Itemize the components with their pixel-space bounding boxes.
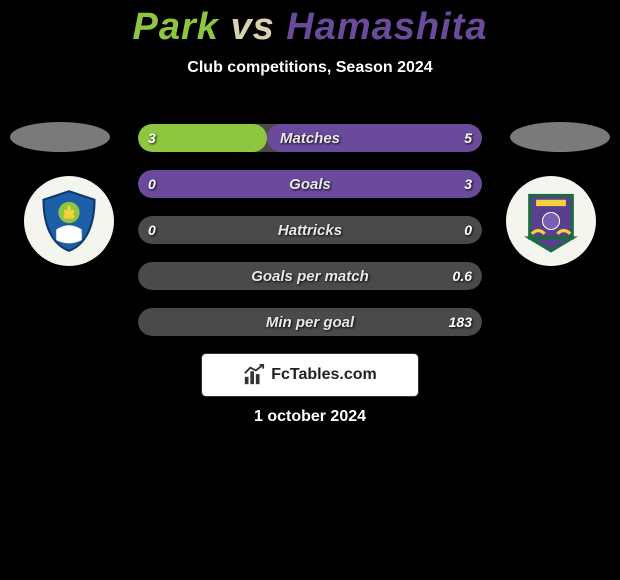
stat-label: Goals [138, 170, 482, 198]
bar-chart-icon [243, 364, 265, 386]
stat-row: 00Hattricks [138, 216, 482, 244]
stat-row: 03Goals [138, 170, 482, 198]
stat-label: Goals per match [138, 262, 482, 290]
page-title: Park vs Hamashita [0, 0, 620, 49]
player-right-name: Hamashita [286, 6, 487, 48]
oval-right [510, 122, 610, 152]
stat-row: 183Min per goal [138, 308, 482, 336]
team-badge-left [24, 176, 114, 266]
comparison-card: Park vs Hamashita Club competitions, Sea… [0, 0, 620, 580]
brand-attribution[interactable]: FcTables.com [202, 354, 418, 396]
footer-date: 1 october 2024 [0, 408, 620, 426]
player-left-name: Park [132, 6, 218, 48]
stats-panel: 35Matches 03Goals 00Hattricks 0.6Goals per … [138, 124, 482, 354]
shield-icon [35, 187, 103, 255]
stat-label: Matches [138, 124, 482, 152]
stat-row: 35Matches [138, 124, 482, 152]
stat-label: Hattricks [138, 216, 482, 244]
subtitle: Club competitions, Season 2024 [0, 59, 620, 77]
team-badge-right [506, 176, 596, 266]
brand-label: FcTables.com [271, 366, 377, 384]
stat-row: 0.6Goals per match [138, 262, 482, 290]
crest-icon [517, 187, 585, 255]
oval-left [10, 122, 110, 152]
stat-label: Min per goal [138, 308, 482, 336]
vs-separator: vs [230, 6, 274, 48]
